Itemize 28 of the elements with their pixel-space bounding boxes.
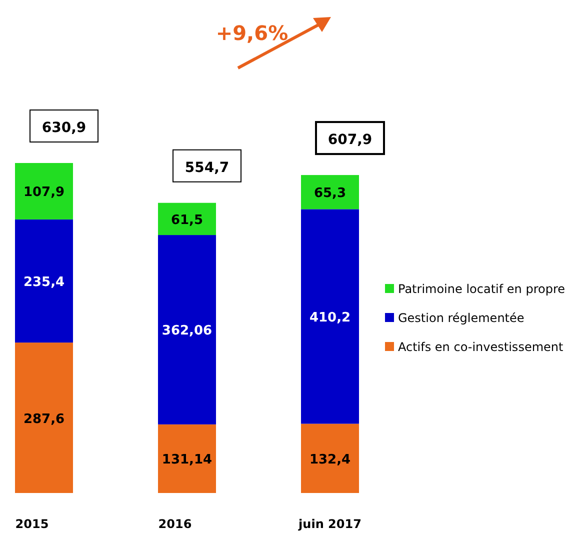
data-label: 131,14 xyxy=(162,452,212,468)
bar xyxy=(15,342,73,493)
bar xyxy=(301,424,359,493)
bar xyxy=(15,219,73,343)
text: +9,6% xyxy=(216,21,288,45)
data-label: 362,06 xyxy=(162,324,212,339)
data-label: 132,4 xyxy=(309,452,351,468)
data-label: 65,3 xyxy=(314,186,346,202)
bar xyxy=(301,209,359,424)
legend-label: Actifs en co-investissement xyxy=(398,340,564,354)
data-label: 61,5 xyxy=(170,212,204,228)
legend-label: Patrimoine locatif en propre xyxy=(398,282,565,296)
total-label: 554,7 xyxy=(184,160,230,176)
x-tick-label: 2015 xyxy=(15,517,49,531)
legend-label: Gestion réglementée xyxy=(398,311,524,325)
data-label: 287,6 xyxy=(23,412,65,427)
bar xyxy=(158,235,216,424)
bar xyxy=(158,424,216,493)
bar xyxy=(15,163,73,220)
data-label: 410,2 xyxy=(309,310,351,326)
bar xyxy=(158,202,216,236)
total-label: 607,9 xyxy=(328,132,372,148)
x-tick-label: 2016 xyxy=(158,517,192,531)
total-label: 630,9 xyxy=(42,120,86,136)
x-tick-label: juin 2017 xyxy=(298,517,362,531)
bar xyxy=(301,175,359,210)
data-label: 235,4 xyxy=(23,275,65,290)
data-label: 107,9 xyxy=(23,185,65,200)
